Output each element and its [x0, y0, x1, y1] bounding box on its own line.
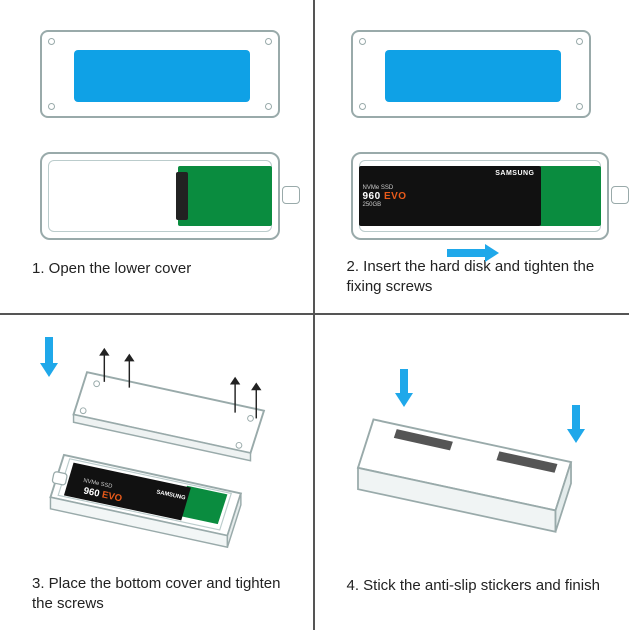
panel-step-3: NVMe SSD 960 EVO SAMSUNG 3. Place the bo… [0, 315, 315, 630]
closed-enclosure [327, 327, 618, 570]
panel-step-1: 1. Open the lower cover [0, 0, 315, 315]
ssd-model-suffix: EVO [384, 191, 407, 202]
screw-hole-icon [576, 103, 583, 110]
ssd-model: 960 EVO [363, 191, 537, 202]
blue-thermal-pad [74, 50, 250, 102]
panel-step-2: SAMSUNG NVMe SSD 960 EVO 250GB 2. Insert… [315, 0, 629, 315]
illustration-2: SAMSUNG NVMe SSD 960 EVO 250GB [327, 12, 618, 251]
caption-3: 3. Place the bottom cover and tighten th… [12, 568, 301, 619]
ssd-brand: SAMSUNG [495, 170, 534, 177]
screw-hole-icon [265, 103, 272, 110]
tray-with-ssd: NVMe SSD 960 EVO SAMSUNG [50, 455, 240, 547]
pcb-board [539, 166, 601, 226]
iso-assembly: NVMe SSD 960 EVO SAMSUNG [12, 327, 301, 568]
screw-hole-icon [359, 38, 366, 45]
screw-hole-icon [48, 38, 55, 45]
enclosure-top-cover [351, 30, 591, 118]
panel-step-4: 4. Stick the anti-slip stickers and fini… [315, 315, 629, 630]
caption-1: 1. Open the lower cover [12, 253, 301, 301]
illustration-4 [327, 327, 618, 570]
screw-hole-icon [576, 38, 583, 45]
bottom-cover-plate [74, 349, 264, 461]
ssd-capacity: 250GB [363, 202, 537, 208]
blue-thermal-pad [385, 50, 561, 102]
usb-port-icon [611, 186, 629, 204]
ssd-drive: SAMSUNG NVMe SSD 960 EVO 250GB [359, 166, 541, 226]
pcb-board [178, 166, 272, 226]
screw-hole-icon [359, 103, 366, 110]
arrow-right-icon [447, 244, 499, 262]
illustration-1 [12, 12, 301, 253]
illustration-3: NVMe SSD 960 EVO SAMSUNG [12, 327, 301, 568]
instruction-grid: 1. Open the lower cover SAMSUNG NVMe SSD… [0, 0, 629, 630]
caption-4: 4. Stick the anti-slip stickers and fini… [327, 570, 618, 618]
screw-hole-icon [48, 103, 55, 110]
usb-port-icon [282, 186, 300, 204]
m2-connector [176, 172, 188, 220]
ssd-model-num: 960 [363, 191, 381, 202]
screw-hole-icon [265, 38, 272, 45]
enclosure-top-cover [40, 30, 280, 118]
